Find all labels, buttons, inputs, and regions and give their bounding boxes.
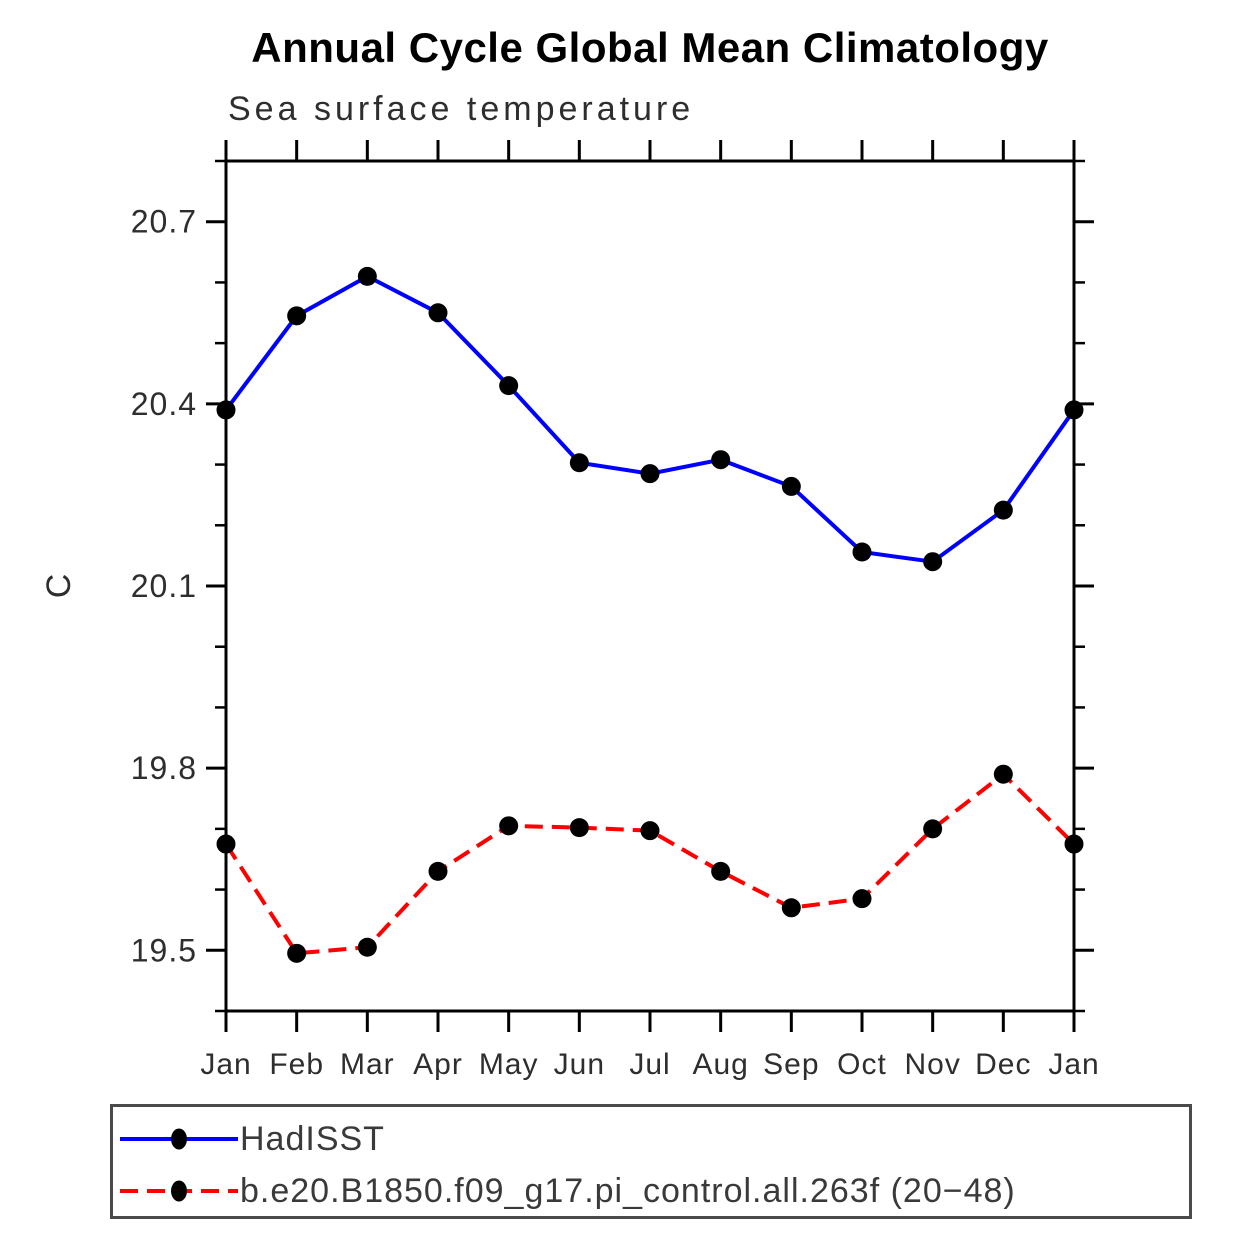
data-point-marker: [640, 464, 660, 484]
series-line-1: [224, 771, 1076, 956]
data-point-marker: [428, 303, 448, 323]
legend-label-hadisst: HadISST: [240, 1119, 385, 1158]
x-tick-label: Aug: [692, 1048, 748, 1081]
chart-title: Annual Cycle Global Mean Climatology: [251, 24, 1049, 71]
legend-line-sample-solid: [120, 1128, 238, 1150]
series-line-0: [224, 274, 1076, 564]
data-point-marker: [781, 476, 801, 496]
data-point-marker: [357, 266, 377, 286]
data-point-marker: [781, 898, 801, 918]
data-point-marker: [287, 943, 307, 963]
data-point-marker: [569, 453, 589, 473]
y-tick-label: 19.5: [131, 932, 197, 968]
plot-frame: [224, 159, 1076, 1013]
x-tick-label: Mar: [340, 1048, 395, 1081]
chart-subtitle: Sea surface temperature: [228, 90, 695, 128]
legend-box: HadISST b.e20.B1850.f09_g17.pi_control.a…: [110, 1104, 1192, 1219]
data-point-marker: [287, 306, 307, 326]
data-point-marker: [569, 818, 589, 838]
legend-marker-dot: [171, 1128, 187, 1150]
data-point-marker: [1064, 400, 1084, 420]
x-tick-label: Oct: [837, 1048, 887, 1081]
y-axis-title: C: [40, 574, 78, 599]
x-tick-label: Apr: [413, 1048, 463, 1081]
legend-line-sample-dashed: [120, 1180, 238, 1202]
data-point-marker: [923, 819, 943, 839]
data-point-marker: [852, 542, 872, 562]
x-tick-label: Jan: [200, 1048, 251, 1081]
data-point-marker: [711, 450, 731, 470]
data-point-marker: [428, 861, 448, 881]
x-tick-label: May: [479, 1048, 539, 1081]
x-tick-label: Sep: [763, 1048, 819, 1081]
y-tick-label: 20.7: [131, 204, 197, 240]
y-tick-label: 19.8: [131, 750, 197, 786]
data-point-marker: [216, 834, 236, 854]
x-tick-label: Jan: [1048, 1048, 1099, 1081]
x-tick-label: Dec: [975, 1048, 1031, 1081]
x-tick-label: Jun: [554, 1048, 605, 1081]
data-point-marker: [993, 764, 1013, 784]
data-point-marker: [499, 816, 519, 836]
x-tick-label: Feb: [269, 1048, 324, 1081]
data-point-marker: [216, 400, 236, 420]
legend-item-hadisst: HadISST: [118, 1119, 385, 1159]
x-tick-label: Nov: [904, 1048, 960, 1081]
legend-marker-dot: [171, 1180, 187, 1202]
data-point-marker: [993, 500, 1013, 520]
data-point-marker: [852, 889, 872, 909]
data-point-marker: [1064, 834, 1084, 854]
y-tick-label: 20.1: [131, 568, 197, 604]
data-point-marker: [499, 376, 519, 396]
legend-item-model: b.e20.B1850.f09_g17.pi_control.all.263f …: [118, 1171, 1016, 1211]
data-point-marker: [711, 861, 731, 881]
data-point-marker: [357, 937, 377, 957]
data-point-marker: [640, 821, 660, 841]
plot-area: Jan Feb Mar Apr May Jun Jul Aug Sep Oct Nov Dec Jan 1…: [40, 140, 1099, 1081]
y-tick-label: 20.4: [131, 386, 197, 422]
data-point-marker: [923, 552, 943, 572]
x-tick-label: Jul: [629, 1048, 670, 1081]
legend-label-model: b.e20.B1850.f09_g17.pi_control.all.263f …: [240, 1171, 1016, 1210]
